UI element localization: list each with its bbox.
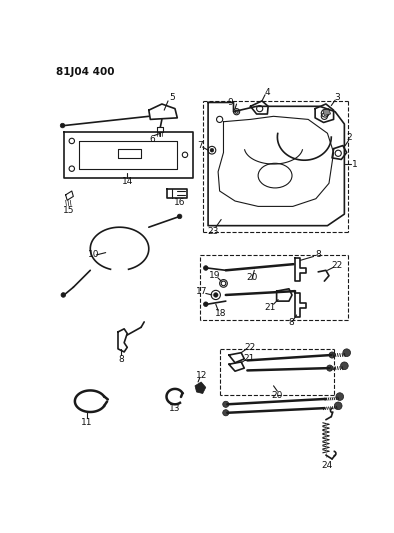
Text: 24: 24	[322, 462, 333, 471]
Circle shape	[335, 402, 342, 410]
Text: 9: 9	[228, 98, 233, 107]
Circle shape	[177, 214, 182, 219]
Text: 20: 20	[246, 273, 258, 282]
Polygon shape	[323, 109, 331, 116]
Text: 19: 19	[209, 271, 221, 280]
Circle shape	[203, 265, 208, 270]
Circle shape	[343, 349, 351, 357]
Circle shape	[60, 123, 65, 128]
Text: 20: 20	[272, 391, 283, 400]
Text: 7: 7	[197, 141, 203, 150]
Text: 13: 13	[169, 405, 181, 414]
Text: 21: 21	[243, 353, 255, 362]
Text: 10: 10	[88, 251, 100, 260]
Text: 4: 4	[264, 88, 270, 97]
Text: 1: 1	[352, 159, 358, 168]
Text: 6: 6	[149, 135, 155, 144]
Text: 17: 17	[196, 287, 208, 296]
Text: 22: 22	[245, 343, 256, 352]
Circle shape	[223, 410, 229, 416]
Text: 18: 18	[216, 309, 227, 318]
Text: 3: 3	[335, 93, 340, 102]
Circle shape	[203, 302, 208, 306]
Text: 8: 8	[118, 355, 124, 364]
Text: 14: 14	[121, 177, 133, 186]
Text: 15: 15	[63, 206, 74, 215]
Text: 22: 22	[331, 261, 342, 270]
Circle shape	[329, 352, 335, 358]
Text: 11: 11	[82, 417, 93, 426]
Text: 2: 2	[346, 133, 352, 142]
Circle shape	[223, 401, 229, 407]
Text: 8: 8	[315, 251, 321, 260]
Text: 21: 21	[264, 303, 275, 312]
Text: 81J04 400: 81J04 400	[56, 68, 115, 77]
Text: 23: 23	[208, 227, 219, 236]
Polygon shape	[195, 382, 206, 393]
Text: 12: 12	[195, 372, 207, 381]
Text: 16: 16	[174, 198, 185, 207]
Circle shape	[336, 393, 344, 400]
Circle shape	[214, 293, 218, 297]
Text: 5: 5	[169, 93, 175, 102]
Circle shape	[327, 365, 333, 371]
Circle shape	[210, 148, 214, 152]
Circle shape	[340, 362, 348, 370]
Text: 8: 8	[288, 318, 294, 327]
Circle shape	[61, 293, 66, 297]
